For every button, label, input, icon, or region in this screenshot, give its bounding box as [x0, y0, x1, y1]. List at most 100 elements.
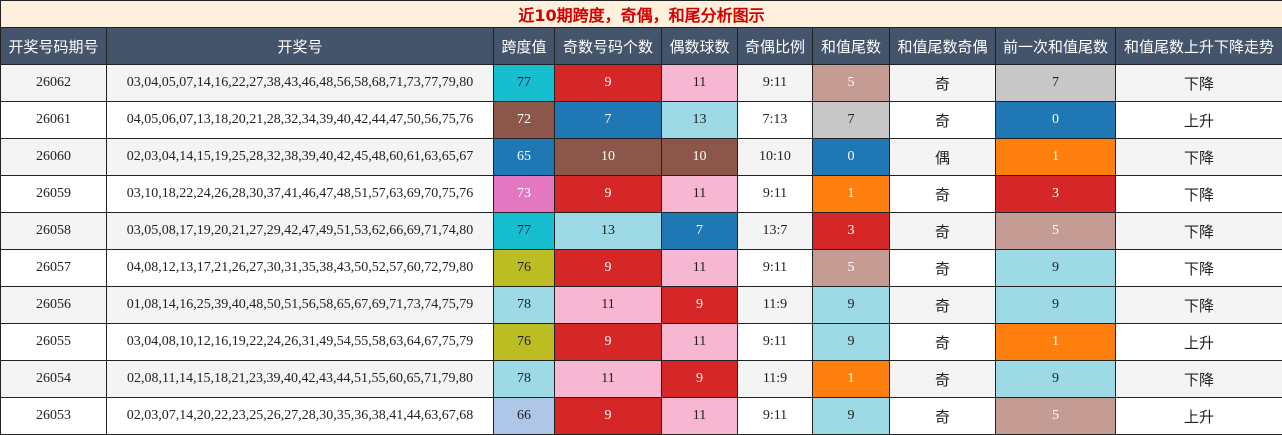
cell: 76	[493, 249, 555, 287]
cell: 26055	[0, 323, 107, 361]
cell: 奇	[889, 360, 996, 398]
cell: 04,08,12,13,17,21,26,27,30,31,35,38,43,5…	[106, 249, 494, 287]
cell: 9	[661, 360, 738, 398]
column-header: 和值尾数奇偶	[889, 27, 996, 65]
column-header: 奇数号码个数	[554, 27, 662, 65]
cell: 奇	[889, 64, 996, 102]
cell: 奇	[889, 323, 996, 361]
cell: 02,08,11,14,15,18,21,23,39,40,42,43,44,5…	[106, 360, 494, 398]
cell: 1	[995, 138, 1116, 176]
cell: 03,04,05,07,14,16,22,27,38,43,46,48,56,5…	[106, 64, 494, 102]
column-header: 开奖号	[106, 27, 494, 65]
data-row: 26053 02,03,07,14,20,22,23,25,26,27,28,30…	[0, 397, 1282, 435]
cell: 9	[554, 323, 662, 361]
cell: 下降	[1114, 138, 1282, 176]
data-row: 26062 03,04,05,07,14,16,22,27,38,43,46,48…	[0, 64, 1282, 102]
data-row: 26060 02,03,04,14,15,19,25,28,32,38,39,40…	[0, 138, 1282, 176]
cell: 7	[661, 212, 738, 250]
cell: 下降	[1114, 64, 1282, 102]
data-row: 26054 02,08,11,14,15,18,21,23,39,40,42,43…	[0, 360, 1282, 398]
cell: 9	[812, 323, 890, 361]
title-row: 近10期跨度，奇偶，和尾分析图示	[0, 0, 1282, 28]
cell: 03,04,08,10,12,16,19,22,24,26,31,49,54,5…	[106, 323, 494, 361]
cell: 77	[493, 64, 555, 102]
cell: 9	[554, 249, 662, 287]
cell: 04,05,06,07,13,18,20,21,28,32,34,39,40,4…	[106, 101, 494, 139]
cell: 9:11	[737, 175, 813, 213]
data-row: 26057 04,08,12,13,17,21,26,27,30,31,35,38…	[0, 249, 1282, 287]
cell: 9	[995, 249, 1116, 287]
cell: 10	[661, 138, 738, 176]
data-row: 26055 03,04,08,10,12,16,19,22,24,26,31,49…	[0, 323, 1282, 361]
cell: 11	[661, 397, 738, 435]
cell: 9	[554, 175, 662, 213]
cell: 上升	[1114, 397, 1282, 435]
cell: 11	[554, 286, 662, 324]
cell: 10	[554, 138, 662, 176]
cell: 03,05,08,17,19,20,21,27,29,42,47,49,51,5…	[106, 212, 494, 250]
cell: 77	[493, 212, 555, 250]
cell: 9:11	[737, 323, 813, 361]
cell: 26054	[0, 360, 107, 398]
cell: 奇	[889, 286, 996, 324]
cell: 11:9	[737, 286, 813, 324]
cell: 03,10,18,22,24,26,28,30,37,41,46,47,48,5…	[106, 175, 494, 213]
cell: 5	[995, 212, 1116, 250]
cell: 1	[812, 360, 890, 398]
cell: 5	[812, 249, 890, 287]
cell: 7:13	[737, 101, 813, 139]
cell: 下降	[1114, 360, 1282, 398]
cell: 0	[812, 138, 890, 176]
column-header: 和值尾数上升下降走势	[1114, 27, 1282, 65]
column-header: 前一次和值尾数	[995, 27, 1116, 65]
cell: 5	[812, 64, 890, 102]
cell: 9:11	[737, 64, 813, 102]
cell: 9	[995, 360, 1116, 398]
cell: 26059	[0, 175, 107, 213]
column-header: 奇偶比例	[737, 27, 813, 65]
table-title: 近10期跨度，奇偶，和尾分析图示	[0, 0, 1282, 28]
cell: 26061	[0, 101, 107, 139]
cell: 11	[661, 64, 738, 102]
cell: 奇	[889, 101, 996, 139]
header-row: 开奖号码期号 开奖号 跨度值 奇数号码个数 偶数球数 奇偶比例 和值尾数 和值尾数奇偶 前一次和…	[0, 27, 1282, 65]
cell: 9	[661, 286, 738, 324]
cell: 奇	[889, 397, 996, 435]
cell: 02,03,07,14,20,22,23,25,26,27,28,30,35,3…	[106, 397, 494, 435]
cell: 5	[995, 397, 1116, 435]
cell: 76	[493, 323, 555, 361]
cell: 02,03,04,14,15,19,25,28,32,38,39,40,42,4…	[106, 138, 494, 176]
cell: 3	[995, 175, 1116, 213]
cell: 7	[554, 101, 662, 139]
column-header: 开奖号码期号	[0, 27, 107, 65]
data-row: 26058 03,05,08,17,19,20,21,27,29,42,47,49…	[0, 212, 1282, 250]
cell: 9	[995, 286, 1116, 324]
cell: 11:9	[737, 360, 813, 398]
data-row: 26061 04,05,06,07,13,18,20,21,28,32,34,39…	[0, 101, 1282, 139]
cell: 奇	[889, 249, 996, 287]
cell: 13	[554, 212, 662, 250]
cell: 9:11	[737, 397, 813, 435]
cell: 26060	[0, 138, 107, 176]
cell: 13:7	[737, 212, 813, 250]
cell: 11	[554, 360, 662, 398]
cell: 奇	[889, 175, 996, 213]
cell: 9	[554, 397, 662, 435]
cell: 78	[493, 360, 555, 398]
cell: 9	[812, 286, 890, 324]
cell: 26053	[0, 397, 107, 435]
cell: 65	[493, 138, 555, 176]
data-row: 26056 01,08,14,16,25,39,40,48,50,51,56,58…	[0, 286, 1282, 324]
cell: 7	[995, 64, 1116, 102]
cell: 3	[812, 212, 890, 250]
data-row: 26059 03,10,18,22,24,26,28,30,37,41,46,47…	[0, 175, 1282, 213]
cell: 73	[493, 175, 555, 213]
cell: 1	[995, 323, 1116, 361]
cell: 01,08,14,16,25,39,40,48,50,51,56,58,65,6…	[106, 286, 494, 324]
cell: 9:11	[737, 249, 813, 287]
cell: 26062	[0, 64, 107, 102]
cell: 1	[812, 175, 890, 213]
